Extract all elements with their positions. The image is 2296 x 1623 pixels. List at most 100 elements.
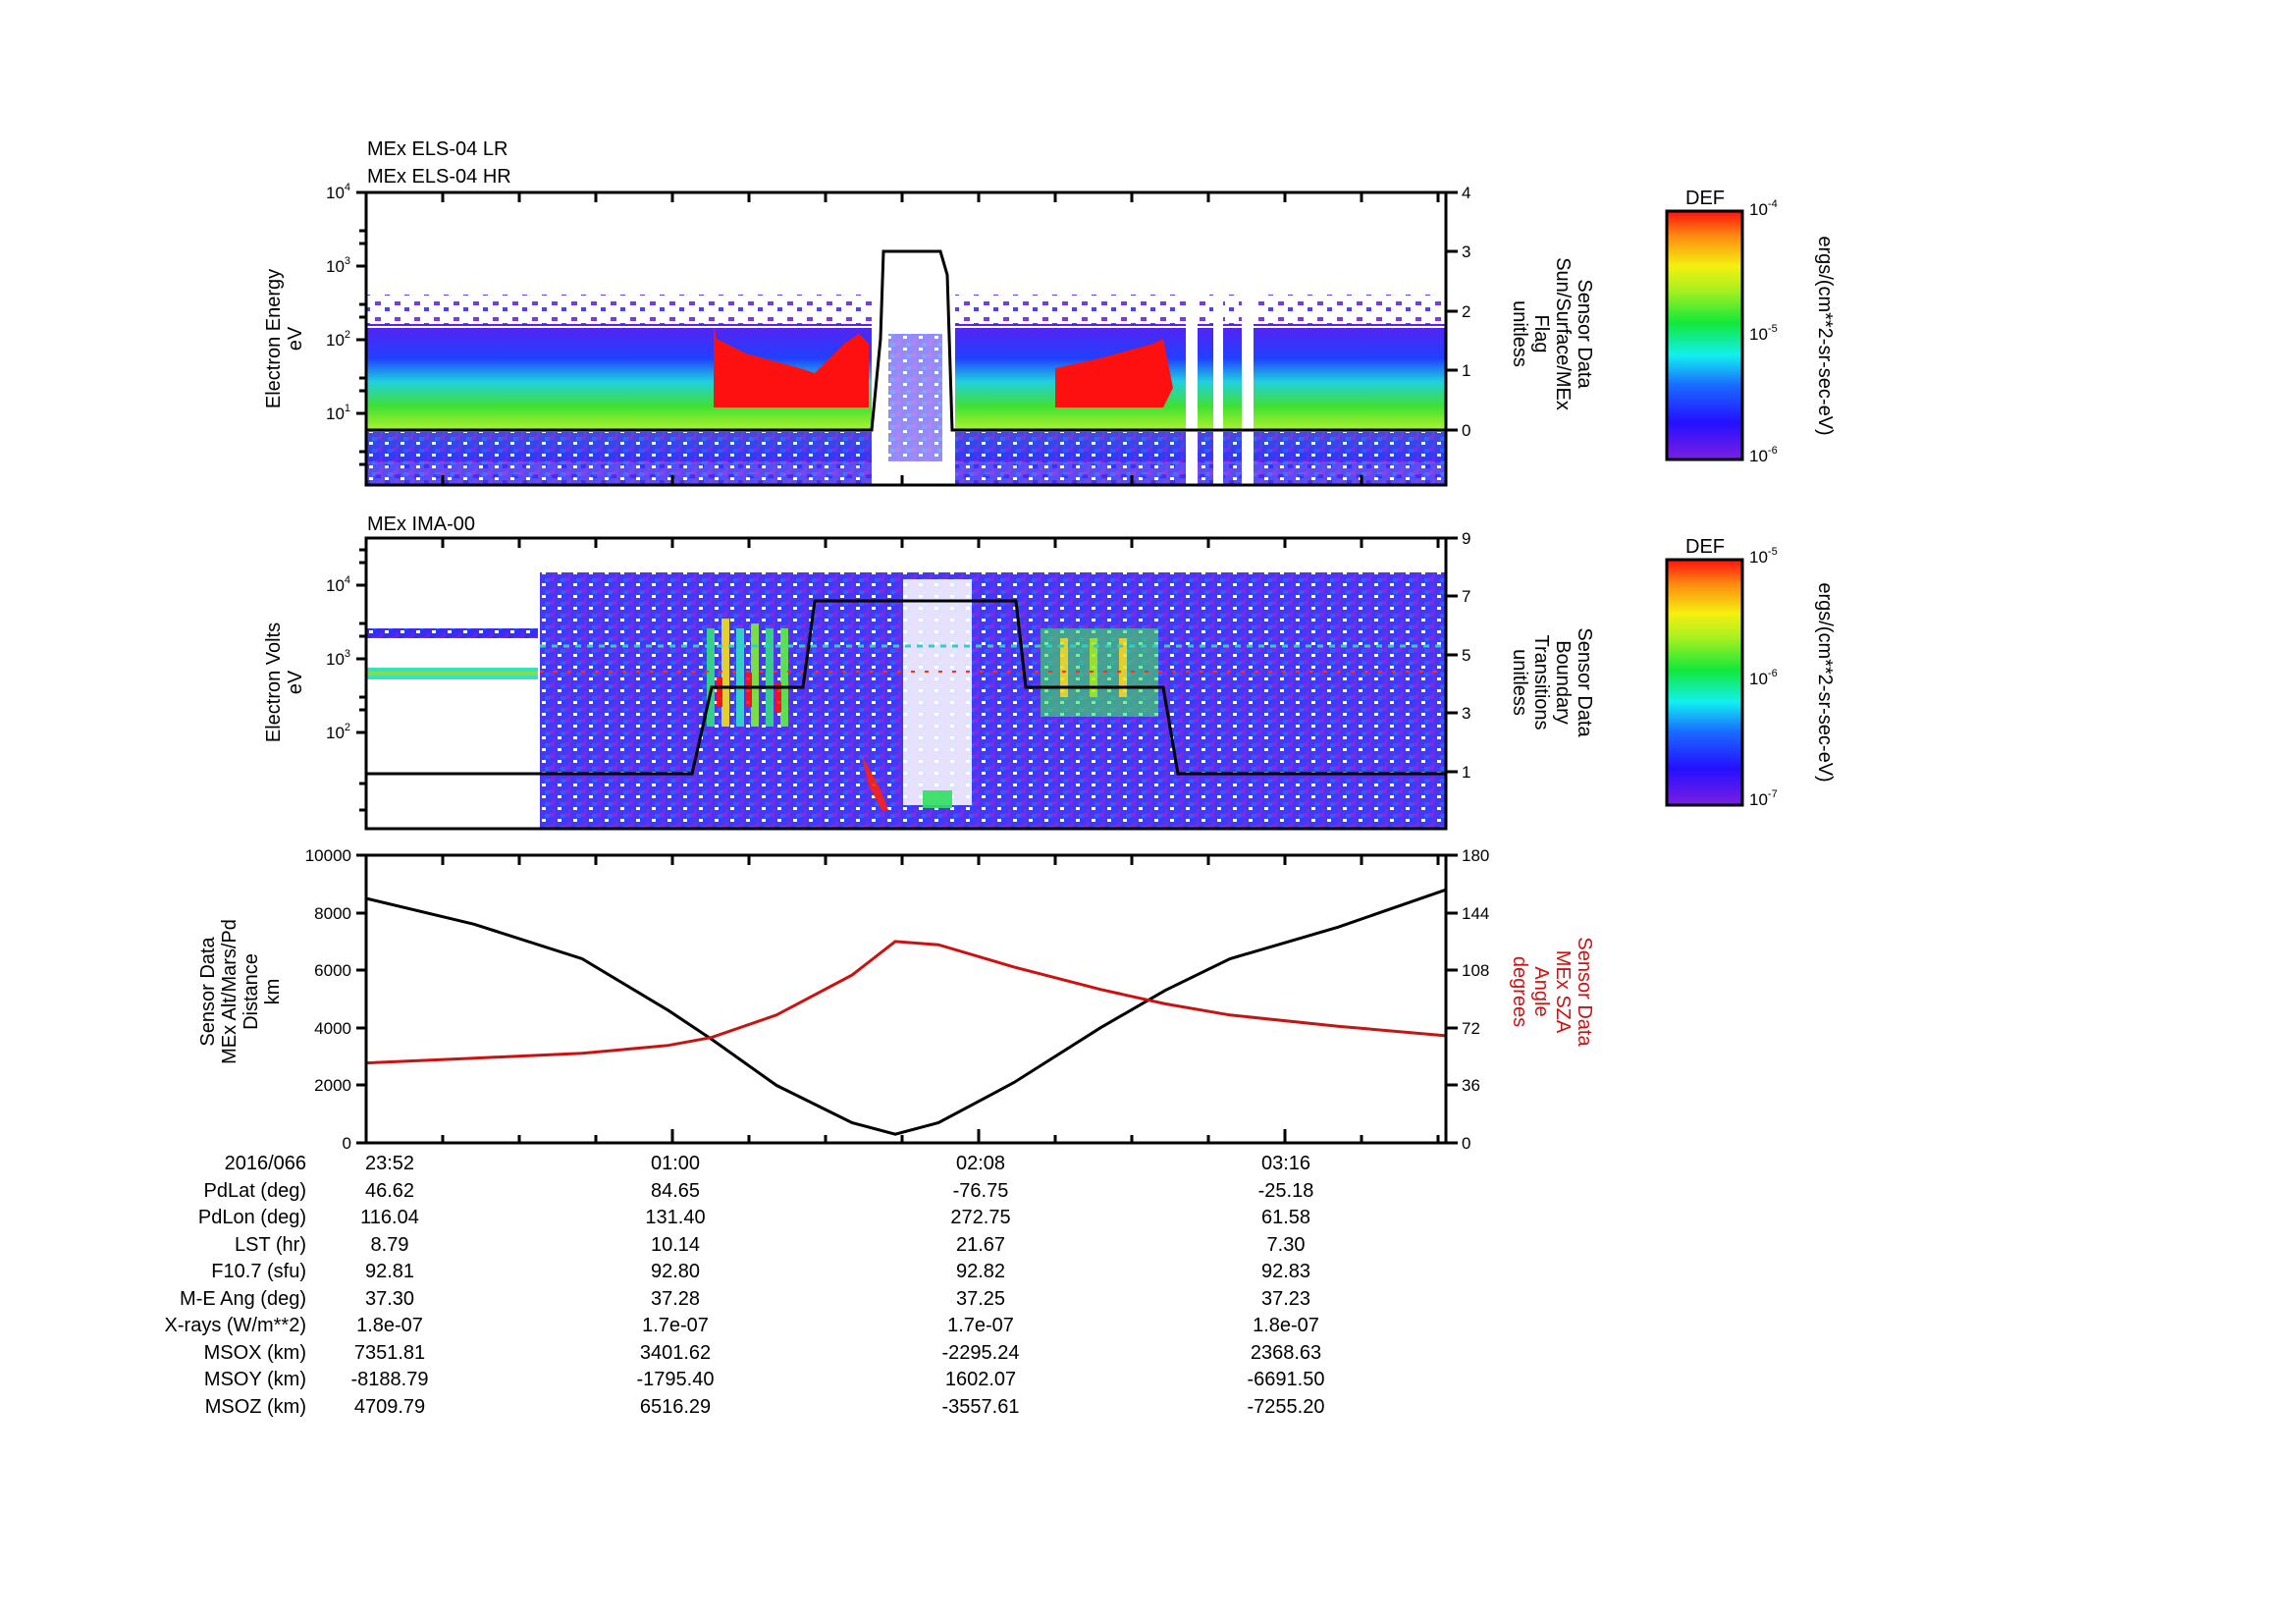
orbit-ytick-labels: 10000 8000 6000 4000 2000 0 bbox=[305, 846, 351, 1153]
els-flag-line bbox=[366, 249, 1446, 432]
table-cell: 23:52 bbox=[364, 1153, 415, 1174]
table-row: PdLon (deg) 116.04 131.40 272.75 61.58 bbox=[0, 1205, 2296, 1231]
table-row: M-E Ang (deg) 37.30 37.28 37.25 37.23 bbox=[0, 1286, 2296, 1313]
ima-xticks bbox=[441, 538, 1440, 548]
svg-text:Sensor Data: Sensor Data bbox=[197, 937, 219, 1047]
svg-text:4000: 4000 bbox=[314, 1019, 351, 1038]
table-cell: 92.83 bbox=[1260, 1261, 1311, 1282]
els-ylabel: Electron Energy eV bbox=[263, 269, 306, 408]
table-cell: 37.25 bbox=[955, 1287, 1006, 1310]
svg-text:eV: eV bbox=[285, 326, 306, 351]
svg-text:0: 0 bbox=[1462, 421, 1470, 440]
sza-line bbox=[365, 940, 1447, 1065]
els-title-lr: MEx ELS-04 LR bbox=[367, 138, 507, 160]
table-cell: 2368.63 bbox=[1250, 1341, 1322, 1364]
table-row-label: PdLon (deg) bbox=[197, 1207, 306, 1228]
svg-text:108: 108 bbox=[1462, 961, 1489, 980]
svg-text:2: 2 bbox=[1462, 302, 1470, 321]
svg-text:degrees: degrees bbox=[1509, 956, 1530, 1027]
table-cell: 02:08 bbox=[955, 1153, 1006, 1174]
svg-text:Electron Volts: Electron Volts bbox=[263, 622, 285, 742]
svg-text:1: 1 bbox=[1462, 763, 1470, 782]
table-cell: 84.65 bbox=[650, 1179, 701, 1202]
table-cell: 1.8e-07 bbox=[356, 1315, 423, 1336]
table-row: MSOX (km) 7351.81 3401.62 -2295.24 2368.63 bbox=[0, 1340, 2296, 1367]
svg-text:10000: 10000 bbox=[305, 846, 351, 865]
table-row-label: LST (hr) bbox=[235, 1233, 306, 1256]
svg-text:103: 103 bbox=[326, 648, 350, 669]
svg-text:8000: 8000 bbox=[314, 904, 351, 923]
table-cell: -8188.79 bbox=[350, 1369, 429, 1390]
table-row-label: F10.7 (sfu) bbox=[211, 1261, 306, 1282]
table-cell: 116.04 bbox=[360, 1207, 419, 1228]
table-cell: 6516.29 bbox=[639, 1395, 712, 1418]
svg-text:3: 3 bbox=[1462, 704, 1470, 723]
svg-text:unitless: unitless bbox=[1509, 649, 1530, 716]
els-panel: MEx ELS-04 LR MEx ELS-04 HR bbox=[263, 138, 1836, 487]
svg-text:104: 104 bbox=[326, 182, 350, 202]
orbit-right-ylabel: Sensor Data MEx SZA Angle degrees bbox=[1509, 937, 1595, 1047]
table-cell: 37.30 bbox=[364, 1287, 415, 1310]
svg-text:Electron Energy: Electron Energy bbox=[263, 269, 285, 408]
svg-text:101: 101 bbox=[326, 403, 350, 423]
ima-title: MEx IMA-00 bbox=[367, 514, 475, 535]
table-cell: 03:16 bbox=[1260, 1153, 1311, 1174]
table-row: MSOZ (km) 4709.79 6516.29 -3557.61 -7255.20 bbox=[0, 1394, 2296, 1421]
ima-boundary-line bbox=[366, 599, 1446, 776]
svg-text:103: 103 bbox=[326, 255, 350, 276]
ima-right-tick-labels: 9 7 5 3 1 bbox=[1462, 529, 1470, 782]
orbit-ylabel: Sensor Data MEx Alt/Mars/Pd Distance km bbox=[197, 919, 284, 1064]
ima-right-ylabel: Sensor Data Boundary Transitions unitles… bbox=[1509, 627, 1595, 737]
table-row: 2016/066 23:52 01:00 02:08 03:16 bbox=[0, 1151, 2296, 1177]
table-cell: 3401.62 bbox=[639, 1341, 712, 1364]
table-cell: 37.28 bbox=[650, 1287, 701, 1310]
svg-text:10-4: 10-4 bbox=[1749, 198, 1778, 219]
table-cell: 92.80 bbox=[650, 1261, 701, 1282]
table-cell: 92.82 bbox=[955, 1261, 1006, 1282]
svg-text:MEx Alt/Mars/Pd: MEx Alt/Mars/Pd bbox=[219, 919, 240, 1064]
table-cell: 1.7e-07 bbox=[642, 1315, 709, 1336]
ima-frame bbox=[364, 536, 1448, 831]
svg-text:102: 102 bbox=[326, 329, 350, 350]
svg-text:102: 102 bbox=[326, 722, 350, 742]
table-cell: -76.75 bbox=[952, 1179, 1009, 1202]
table-cell: 61.58 bbox=[1260, 1207, 1311, 1228]
svg-text:ergs/(cm**2-sr-sec-eV): ergs/(cm**2-sr-sec-eV) bbox=[1814, 236, 1836, 435]
svg-text:10-6: 10-6 bbox=[1749, 668, 1778, 688]
els-title-hr: MEx ELS-04 HR bbox=[367, 166, 511, 188]
orbit-xticks bbox=[441, 855, 1440, 1143]
els-ytick-labels: 104 103 102 101 bbox=[326, 182, 350, 423]
table-cell: 1602.07 bbox=[944, 1369, 1017, 1390]
table-cell: -2295.24 bbox=[941, 1341, 1020, 1364]
table-cell: 8.79 bbox=[370, 1233, 409, 1256]
svg-text:Sun/Surface/MEx: Sun/Surface/MEx bbox=[1552, 257, 1574, 410]
svg-text:10-7: 10-7 bbox=[1749, 788, 1778, 809]
svg-text:9: 9 bbox=[1462, 529, 1470, 548]
table-row: F10.7 (sfu) 92.81 92.80 92.82 92.83 bbox=[0, 1259, 2296, 1285]
table-cell: 46.62 bbox=[364, 1179, 415, 1202]
table-row: X-rays (W/m**2) 1.8e-07 1.7e-07 1.7e-07 1.8e… bbox=[0, 1313, 2296, 1339]
table-cell: 01:00 bbox=[650, 1153, 701, 1174]
svg-text:1: 1 bbox=[1462, 361, 1470, 380]
svg-text:10-5: 10-5 bbox=[1749, 323, 1778, 344]
svg-text:Sensor Data: Sensor Data bbox=[1574, 937, 1595, 1047]
table-cell: -1795.40 bbox=[636, 1369, 715, 1390]
orbit-yticks-left bbox=[356, 853, 366, 1145]
table-cell: 1.8e-07 bbox=[1253, 1315, 1319, 1336]
ima-yticks-right bbox=[1446, 536, 1458, 774]
orbit-right-tick-labels: 180 144 108 72 36 0 bbox=[1462, 846, 1489, 1153]
svg-text:10-6: 10-6 bbox=[1749, 445, 1778, 465]
orbit-panel: 10000 8000 6000 4000 2000 0 Sensor Data … bbox=[197, 846, 1595, 1153]
table-row-label: 2016/066 bbox=[224, 1153, 306, 1174]
table-cell: -6691.50 bbox=[1247, 1369, 1325, 1390]
orbit-yticks-right bbox=[1446, 853, 1458, 1145]
svg-text:36: 36 bbox=[1462, 1076, 1480, 1095]
svg-text:eV: eV bbox=[285, 670, 306, 694]
els-yticks-right bbox=[1446, 190, 1458, 432]
ima-panel: MEx IMA-00 bbox=[263, 514, 1836, 831]
svg-text:104: 104 bbox=[326, 574, 350, 595]
table-cell: 37.23 bbox=[1260, 1287, 1311, 1310]
table-row-label: X-rays (W/m**2) bbox=[164, 1315, 306, 1336]
table-cell: 21.67 bbox=[955, 1233, 1006, 1256]
